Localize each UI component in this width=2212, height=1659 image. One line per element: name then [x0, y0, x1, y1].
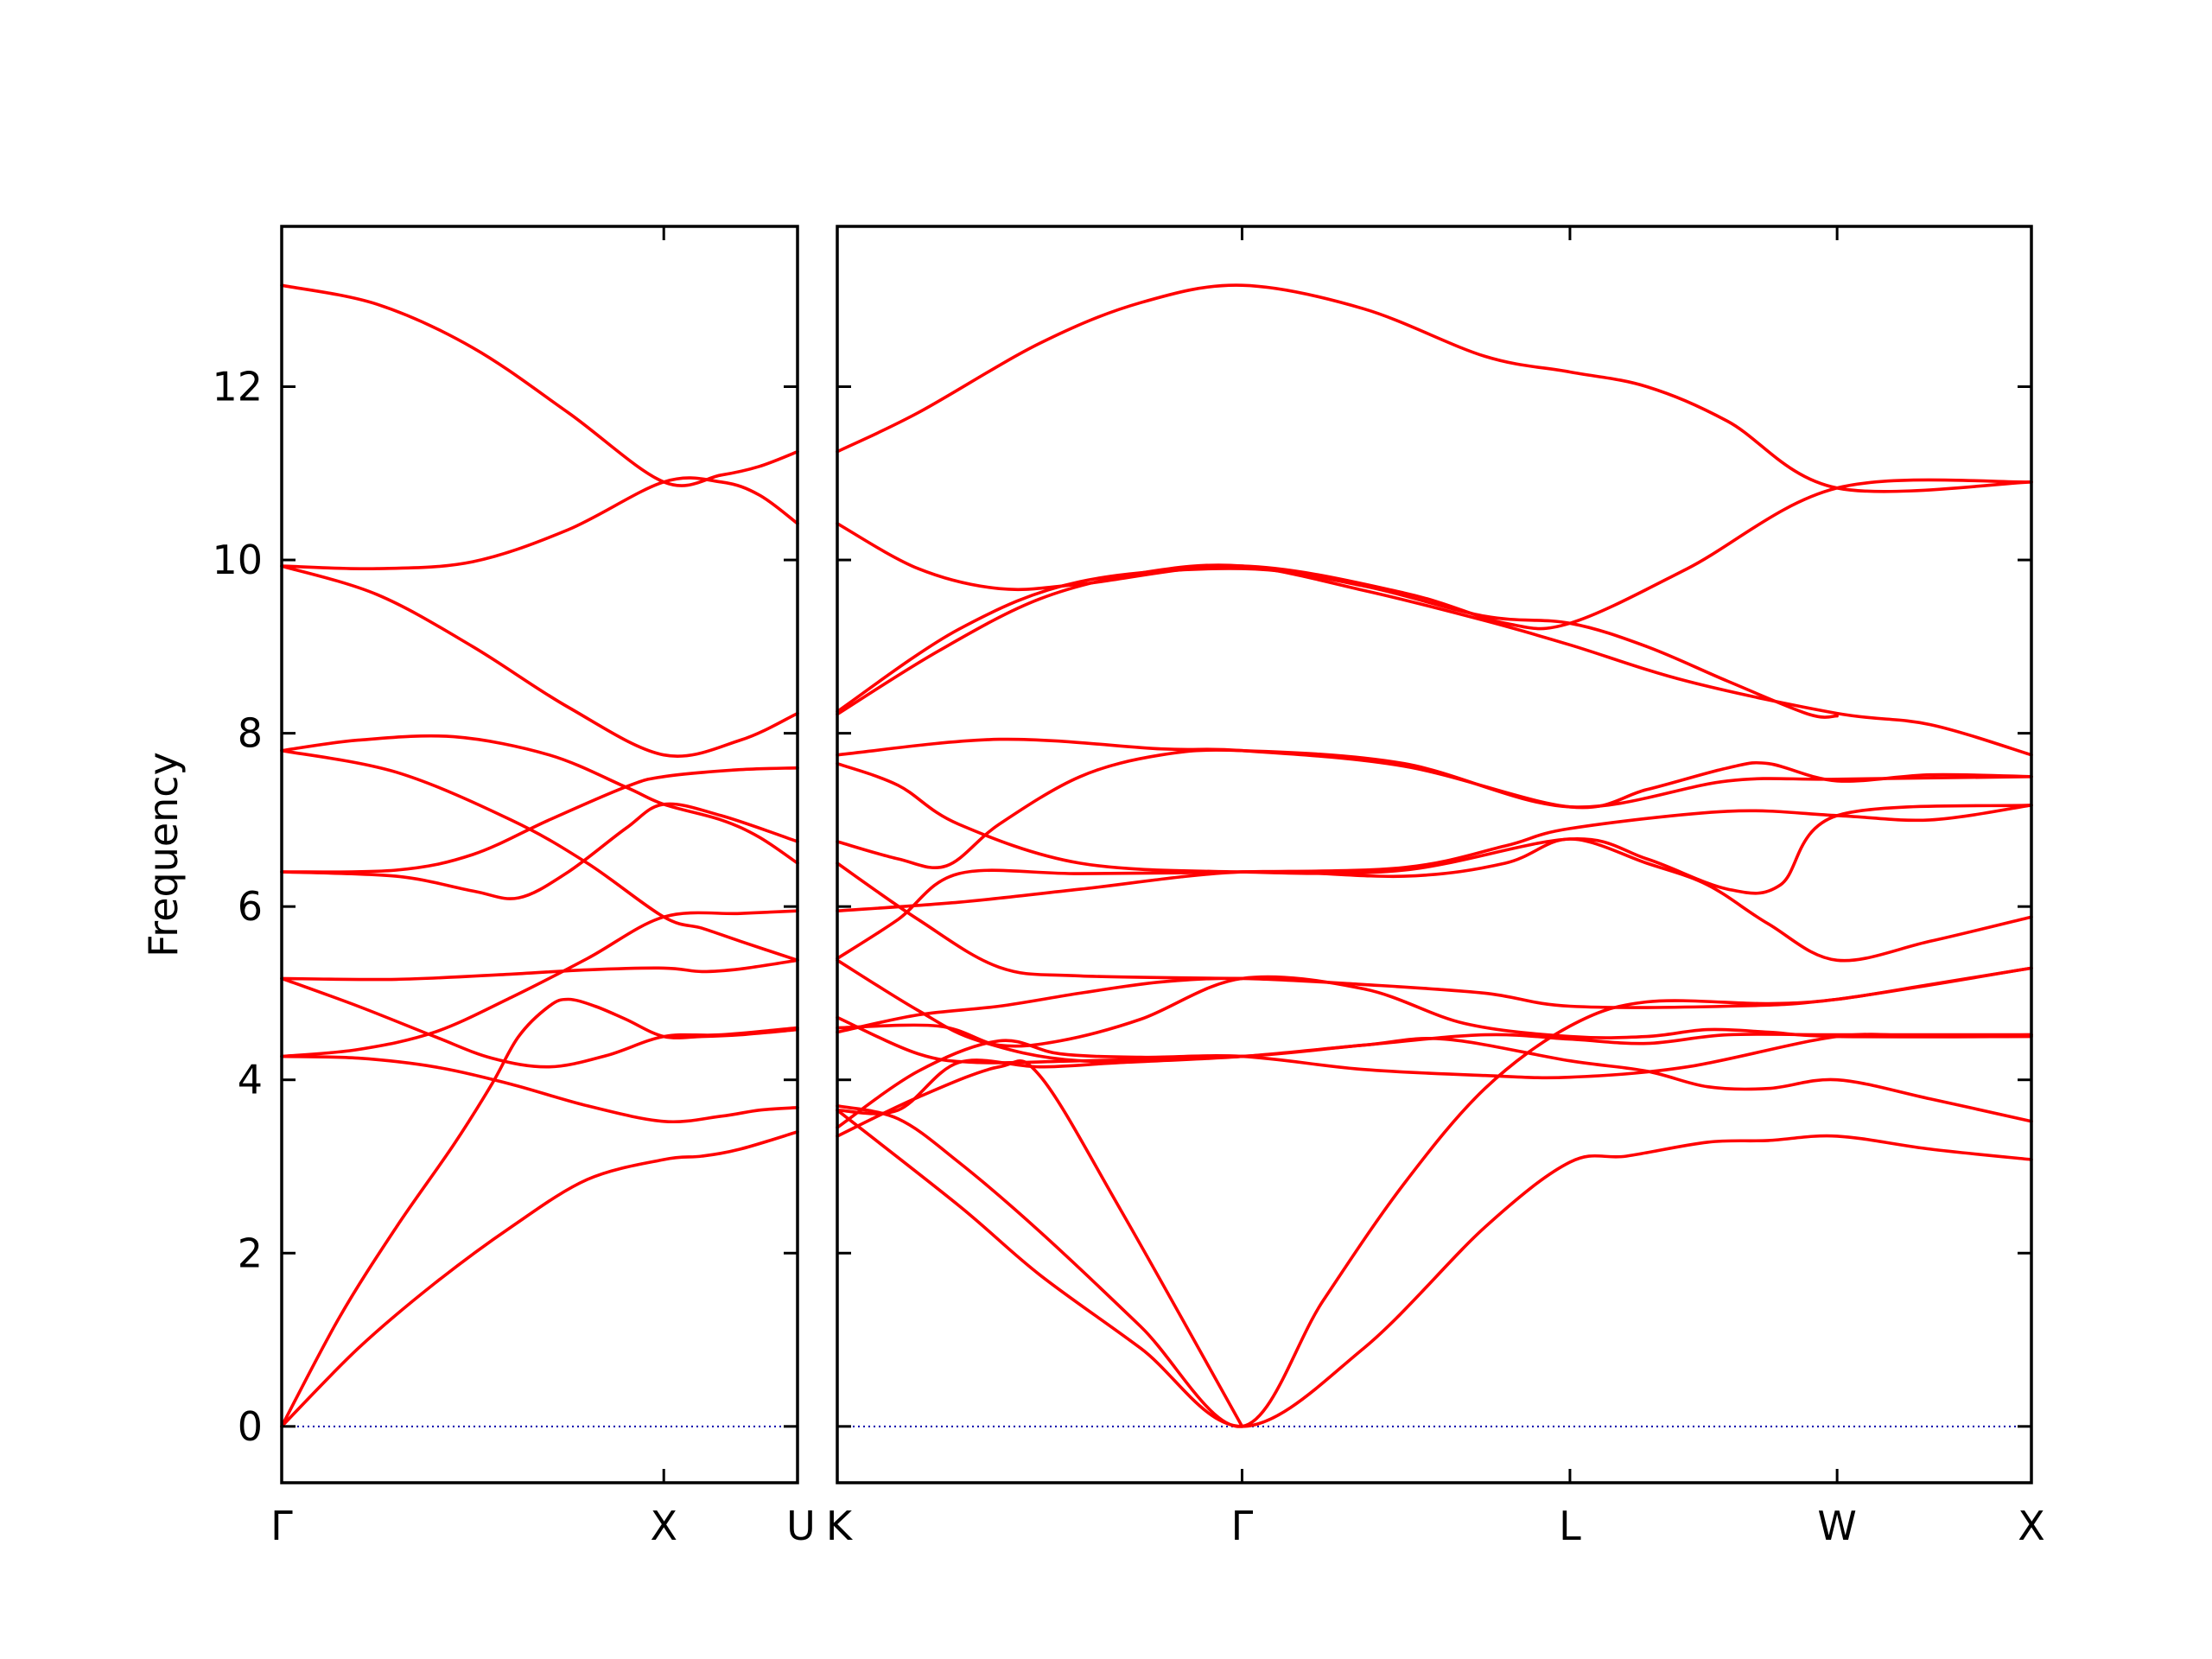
band-line-panel2-17 — [836, 567, 1839, 719]
band-line-panel2-18 — [836, 478, 2033, 631]
band-line-panel1-7 — [280, 802, 799, 900]
band-line-panel1-11 — [280, 564, 799, 758]
x-tick-label-K: K — [826, 1503, 854, 1549]
band-line-panel2-16 — [836, 563, 2033, 757]
x-tick-label-Γ: Γ — [270, 1503, 293, 1549]
band-line-panel1-10 — [280, 734, 799, 865]
band-line-panel2-19 — [836, 283, 2033, 493]
x-tick-label-W: W — [1817, 1503, 1856, 1549]
plot-frame — [280, 225, 799, 1484]
band-line-panel2-10 — [836, 804, 2033, 961]
x-tick-label-L: L — [1559, 1503, 1581, 1549]
band-line-panel2-14 — [836, 761, 2033, 895]
band-line-panel2-11 — [836, 861, 1244, 981]
band-line-panel1-8 — [280, 766, 799, 874]
y-tick-label: 6 — [238, 883, 263, 930]
band-line-panel1-13 — [280, 283, 799, 487]
band-line-panel2-7 — [836, 966, 2033, 1034]
panel-1: 0 2 4 6 8 10 12 Γ X U — [212, 225, 816, 1549]
band-line-panel1-9 — [280, 748, 799, 963]
y-tick-label: 8 — [238, 710, 263, 757]
band-line-panel1-6 — [280, 958, 799, 982]
y-tick-label: 12 — [212, 364, 263, 410]
band-line-panel1-3 — [280, 1054, 799, 1124]
band-line-panel1-12 — [280, 476, 799, 571]
y-tick-label: 0 — [238, 1403, 263, 1450]
band-line-panel2-8 — [836, 1015, 2033, 1065]
band-line-panel2-1 — [836, 1109, 2033, 1428]
plot-frame — [836, 225, 2033, 1484]
band-line-panel2-15 — [836, 737, 2033, 810]
band-line-panel2-3 — [836, 1058, 1244, 1428]
band-line-panel1-2 — [280, 1130, 799, 1428]
x-tick-label-Γ: Γ — [1231, 1503, 1254, 1549]
x-tick-label-X: X — [650, 1503, 677, 1549]
band-line-panel2-12 — [836, 837, 2033, 963]
band-line-panel2-13 — [836, 748, 2033, 870]
band-line-panel2-9 — [836, 958, 1244, 1064]
band-line-panel1-1 — [280, 997, 799, 1428]
y-tick-label: 10 — [212, 537, 263, 583]
band-line-panel1-4 — [280, 909, 799, 1058]
x-tick-label-U: U — [786, 1503, 816, 1549]
x-tick-label-X: X — [2018, 1503, 2045, 1549]
y-axis-title: Frequency — [140, 752, 187, 957]
y-tick-label: 2 — [238, 1230, 263, 1276]
band-line-panel1-5 — [280, 976, 799, 1069]
y-tick-label: 4 — [238, 1057, 263, 1103]
band-line-panel2-6 — [836, 975, 2033, 1048]
